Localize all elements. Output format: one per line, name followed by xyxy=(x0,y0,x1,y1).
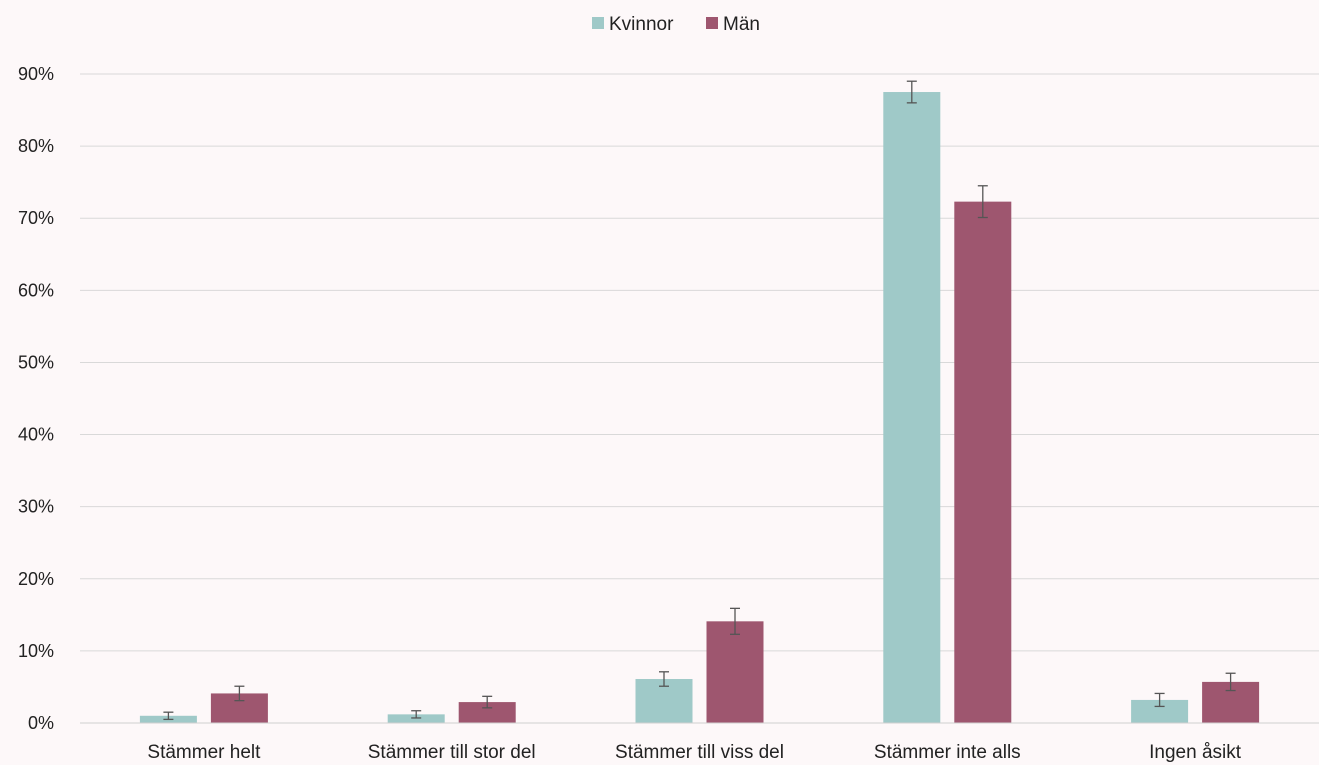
x-category-label: Ingen åsikt xyxy=(1149,742,1242,763)
y-tick-label: 70% xyxy=(18,208,54,228)
y-tick-label: 10% xyxy=(18,641,54,661)
legend-swatch-man xyxy=(706,17,718,29)
error-bars xyxy=(163,80,1236,721)
bar-kvinnor xyxy=(387,714,445,723)
y-tick-label: 40% xyxy=(18,425,54,445)
error-bar xyxy=(1154,692,1165,708)
y-tick-label: 90% xyxy=(18,64,54,84)
legend: Kvinnor Män xyxy=(592,14,760,35)
legend-swatch-kvinnor xyxy=(592,17,604,29)
bars xyxy=(139,92,1260,724)
bar-man xyxy=(458,702,516,723)
legend-label-kvinnor: Kvinnor xyxy=(609,14,674,35)
x-category-label: Stämmer till stor del xyxy=(368,742,536,763)
y-tick-label: 30% xyxy=(18,497,54,517)
bar-man xyxy=(706,621,764,723)
x-category-label: Stämmer inte alls xyxy=(874,742,1021,763)
x-category-label: Stämmer till viss del xyxy=(615,742,784,763)
x-axis-category-labels: Stämmer helt Stämmer till stor del Stämmer… xyxy=(147,742,1241,763)
error-bar xyxy=(730,607,740,635)
bar-kvinnor xyxy=(1131,699,1189,723)
bar-kvinnor xyxy=(883,92,941,724)
legend-label-man: Män xyxy=(723,14,760,35)
y-tick-label: 50% xyxy=(18,352,54,372)
error-bar xyxy=(163,711,174,721)
gridlines xyxy=(80,73,1319,652)
bar-man xyxy=(954,201,1012,724)
y-tick-label: 20% xyxy=(18,569,54,589)
error-bar xyxy=(977,185,988,219)
error-bar xyxy=(482,695,493,709)
error-bar xyxy=(411,710,422,719)
x-category-label: Stämmer helt xyxy=(147,742,261,763)
y-tick-label: 0% xyxy=(28,713,54,733)
error-bar xyxy=(1225,672,1236,692)
error-bar xyxy=(906,80,917,104)
y-tick-label: 60% xyxy=(18,280,54,300)
y-axis-tick-labels: 0% 10% 20% 30% 40% 50% 60% 70% 80% 90% xyxy=(18,64,54,733)
error-bar xyxy=(234,685,245,702)
y-tick-label: 80% xyxy=(18,136,54,156)
error-bar xyxy=(659,671,669,687)
